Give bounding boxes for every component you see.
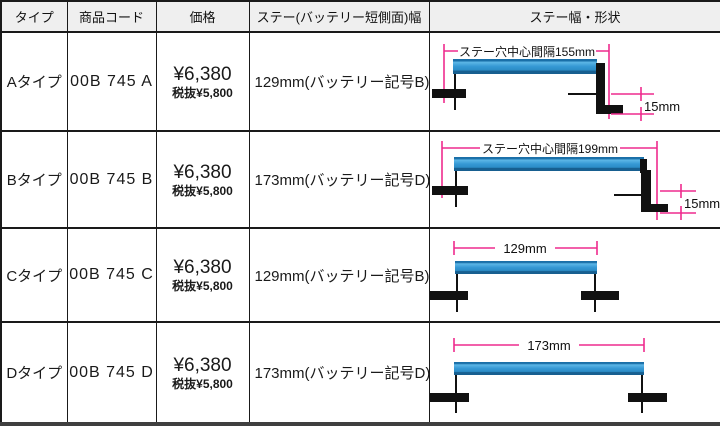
code-cell: 00B 745 D (67, 322, 156, 424)
price-cell: ¥6,380 税抜¥5,800 (156, 228, 249, 322)
header-type: タイプ (1, 1, 67, 32)
table-row-b: Bタイプ 00B 745 B ¥6,380 税抜¥5,800 173mm(バッテ… (1, 131, 720, 228)
table-row-a: Aタイプ 00B 745 A ¥6,380 税抜¥5,800 129mm(バッテ… (1, 32, 720, 131)
code-cell: 00B 745 C (67, 228, 156, 322)
price-cell: ¥6,380 税抜¥5,800 (156, 322, 249, 424)
table-row-d: Dタイプ 00B 745 D ¥6,380 税抜¥5,800 173mm(バッテ… (1, 322, 720, 424)
table-row-c: Cタイプ 00B 745 C ¥6,380 税抜¥5,800 129mm(バッテ… (1, 228, 720, 322)
dimension-label: ステー穴中心間隔199mm (481, 141, 617, 156)
price-tax-note: 税抜¥5,800 (157, 377, 249, 391)
type-cell: Cタイプ (1, 228, 67, 322)
stay-diagram-flat-c: 129mm (430, 229, 720, 321)
price-value: ¥6,380 (157, 355, 249, 377)
header-price: 価格 (156, 1, 249, 32)
left-bracket (430, 393, 469, 402)
dimension-label: ステー穴中心間隔155mm (458, 44, 594, 59)
price-tax-note: 税抜¥5,800 (157, 279, 249, 293)
price-tax-note: 税抜¥5,800 (157, 86, 249, 100)
stay-width-cell: 129mm(バッテリー記号B) (249, 228, 429, 322)
price-value: ¥6,380 (157, 64, 249, 86)
header-shape: ステー幅・形状 (429, 1, 720, 32)
type-cell: Dタイプ (1, 322, 67, 424)
type-cell: Bタイプ (1, 131, 67, 228)
price-tax-note: 税抜¥5,800 (157, 184, 249, 198)
stay-bar (454, 362, 644, 375)
type-cell: Aタイプ (1, 32, 67, 131)
price-value: ¥6,380 (157, 257, 249, 279)
stay-width-cell: 129mm(バッテリー記号B) (249, 32, 429, 131)
stay-diagram-hooked-a: ステー穴中心間隔155mm 15mm (430, 33, 720, 130)
drop-label: 15mm (684, 196, 720, 211)
diagram-cell: 173mm (429, 322, 720, 424)
right-bracket (581, 291, 619, 300)
stay-bar (455, 261, 597, 274)
price-cell: ¥6,380 税抜¥5,800 (156, 32, 249, 131)
code-cell: 00B 745 B (67, 131, 156, 228)
header-row: タイプ 商品コード 価格 ステー(バッテリー短側面)幅 ステー幅・形状 (1, 1, 720, 32)
header-stay-width: ステー(バッテリー短側面)幅 (249, 1, 429, 32)
diagram-cell: ステー穴中心間隔199mm 15mm (429, 131, 720, 228)
stay-diagram-flat-d: 173mm (430, 323, 720, 422)
price-cell: ¥6,380 税抜¥5,800 (156, 131, 249, 228)
stay-diagram-hooked-b: ステー穴中心間隔199mm 15mm (430, 132, 720, 227)
dimension-label: 173mm (527, 338, 570, 353)
drop-label: 15mm (644, 99, 680, 114)
stay-width-cell: 173mm(バッテリー記号D) (249, 131, 429, 228)
dimension-label: 129mm (503, 241, 546, 256)
stay-width-cell: 173mm(バッテリー記号D) (249, 322, 429, 424)
stay-bar (453, 59, 597, 74)
diagram-cell: 129mm (429, 228, 720, 322)
right-bracket-foot (641, 204, 668, 212)
stay-bar (454, 157, 644, 171)
diagram-cell: ステー穴中心間隔155mm 15mm (429, 32, 720, 131)
left-bracket (430, 291, 468, 300)
header-code: 商品コード (67, 1, 156, 32)
code-cell: 00B 745 A (67, 32, 156, 131)
right-bracket-foot (596, 105, 623, 114)
price-value: ¥6,380 (157, 162, 249, 184)
left-bracket (432, 186, 468, 195)
right-bracket (628, 393, 667, 402)
left-bracket (432, 89, 466, 98)
